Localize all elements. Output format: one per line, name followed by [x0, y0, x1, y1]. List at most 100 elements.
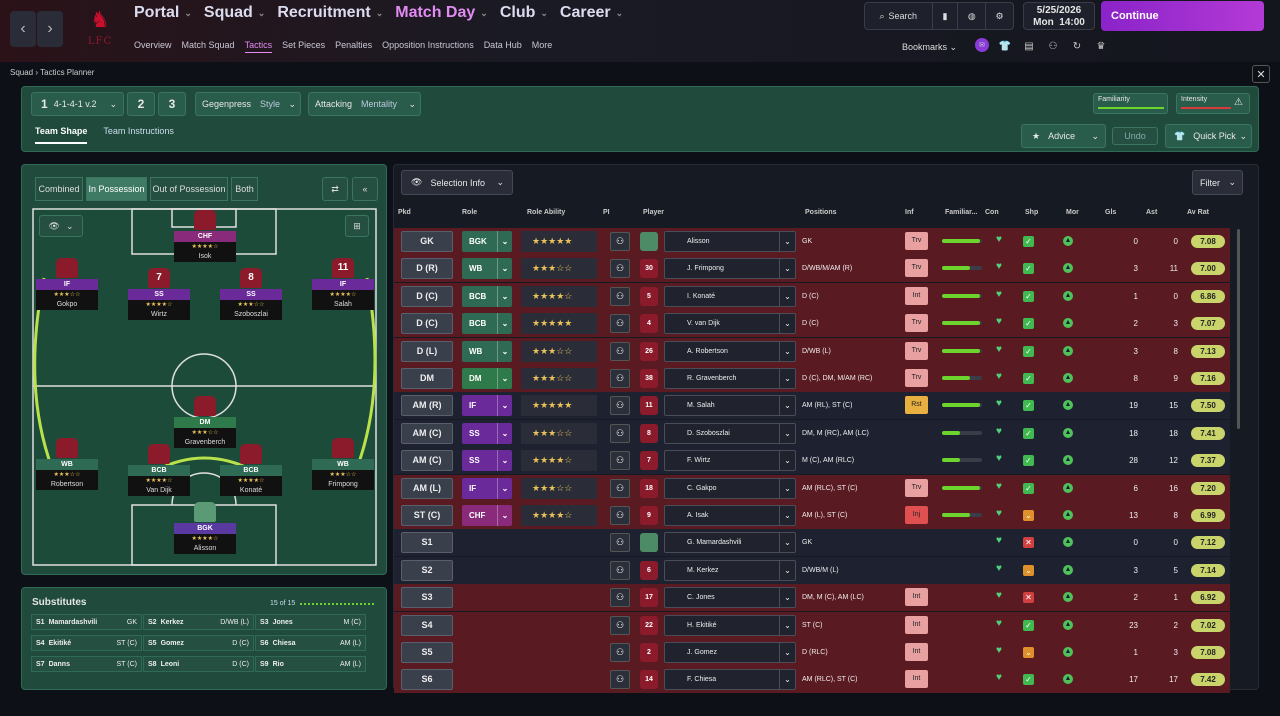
subnav-match-squad[interactable]: Match Squad	[181, 40, 235, 50]
player-instructions-button[interactable]: ⚇	[610, 615, 630, 635]
picked-position-button[interactable]: AM (L)	[401, 477, 453, 499]
nav-club[interactable]: Club ⌄	[500, 4, 548, 22]
player-instructions-button[interactable]: ⚇	[610, 423, 630, 443]
sub-slot-s9[interactable]: S9 Rio AM (L)	[255, 656, 366, 672]
table-row[interactable]: D (C) BCB ⌄ ★★★★☆ ⚇ 5 I. Konaté ⌄ D (C) Int ♥ ✓ ▲ 1 0 6…	[394, 282, 1230, 310]
player-instructions-button[interactable]: ⚇	[610, 533, 630, 553]
pitch-player-isok[interactable]: CHF ★★★★☆ Isok	[174, 210, 236, 262]
mentality-dropdown[interactable]: Attacking Mentality ⌄	[308, 92, 421, 116]
formation-tools-button[interactable]: ⊞	[345, 215, 369, 237]
role-dropdown[interactable]: BCB ⌄	[462, 285, 512, 307]
familiarity-meter[interactable]: Familiarity	[1093, 93, 1168, 114]
search-button[interactable]: ⌕ Search	[865, 3, 933, 29]
player-select[interactable]: F. Wirtz ⌄	[664, 450, 796, 472]
column-header[interactable]: Av Rat	[1187, 209, 1209, 216]
globe-button[interactable]: ◍	[958, 3, 987, 29]
column-header[interactable]: Inf	[905, 209, 914, 216]
column-header[interactable]: Mor	[1066, 209, 1079, 216]
picked-position-button[interactable]: ST (C)	[401, 505, 453, 526]
role-dropdown[interactable]: SS ⌄	[462, 450, 512, 472]
settings-button[interactable]: ⚙	[986, 3, 1013, 29]
player-instructions-button[interactable]: ⚇	[610, 478, 630, 498]
table-row[interactable]: S5 ⚇ 2 J. Gomez ⌄ D (RLC) Int ♥ ⌄ ▲ 1 3 7.08	[394, 639, 1230, 666]
table-row[interactable]: ST (C) CHF ⌄ ★★★★☆ ⚇ 9 A. Isak ⌄ AM (L), ST (C) I…	[394, 502, 1230, 529]
player-select[interactable]: M. Kerkez ⌄	[664, 559, 796, 581]
nav-match-day[interactable]: Match Day ⌄	[395, 4, 488, 22]
table-row[interactable]: GK BGK ⌄ ★★★★★ ⚇ Alisson ⌄ GK Trv ♥ ✓ ▲ 0 0 7.08	[394, 228, 1230, 255]
inbox-icon[interactable]: ✉	[975, 38, 989, 52]
role-dropdown[interactable]: SS ⌄	[462, 422, 512, 444]
tactic-slot-2[interactable]: 2	[127, 92, 155, 116]
table-row[interactable]: S1 ⚇ G. Mamardashvili ⌄ GK ♥ ✕ ▲ 0 0 7.12	[394, 529, 1230, 557]
player-instructions-button[interactable]: ⚇	[610, 506, 630, 525]
player-instructions-button[interactable]: ⚇	[610, 286, 630, 306]
nav-career[interactable]: Career ⌄	[560, 4, 623, 22]
collapse-button[interactable]: «	[352, 177, 378, 201]
column-header[interactable]: Familiar...	[945, 209, 978, 216]
role-dropdown[interactable]: CHF ⌄	[462, 505, 512, 526]
role-dropdown[interactable]: DM ⌄	[462, 368, 512, 389]
pitch-player-van-dijk[interactable]: BCB ★★★★☆ Van Dijk	[128, 444, 190, 496]
pitch-player-alisson[interactable]: BGK ★★★★☆ Alisson	[174, 502, 236, 554]
table-row[interactable]: S4 ⚇ 22 H. Ekitiké ⌄ ST (C) Int ♥ ✓ ▲ 23 2 7.02	[394, 611, 1230, 639]
player-select[interactable]: F. Chiesa ⌄	[664, 669, 796, 691]
tactic-slot-3[interactable]: 3	[158, 92, 186, 116]
club-crest[interactable]: ♞ LFC	[78, 6, 122, 56]
role-dropdown[interactable]: BCB ⌄	[462, 313, 512, 335]
game-date[interactable]: 5/25/2026 Mon 14:00	[1023, 2, 1095, 30]
role-dropdown[interactable]: WB ⌄	[462, 258, 512, 280]
trophy-icon[interactable]: ♛	[1096, 40, 1106, 52]
picked-position-button[interactable]: S2	[401, 559, 453, 581]
player-instructions-button[interactable]: ⚇	[610, 670, 630, 690]
column-header[interactable]: Shp	[1025, 209, 1039, 216]
table-scrollbar[interactable]	[1237, 229, 1240, 429]
role-dropdown[interactable]: IF ⌄	[462, 477, 512, 499]
player-instructions-button[interactable]: ⚇	[610, 396, 630, 416]
picked-position-button[interactable]: AM (R)	[401, 395, 453, 417]
pitch-player-wirtz[interactable]: 7 SS ★★★★☆ Wirtz	[128, 268, 190, 320]
player-select[interactable]: G. Mamardashvili ⌄	[664, 532, 796, 554]
player-select[interactable]: C. Gakpo ⌄	[664, 477, 796, 499]
player-instructions-button[interactable]: ⚇	[610, 341, 630, 361]
pitch-player-gokpo[interactable]: IF ★★★☆☆ Gokpo	[36, 258, 98, 310]
player-instructions-button[interactable]: ⚇	[610, 369, 630, 388]
picked-position-button[interactable]: AM (C)	[401, 450, 453, 472]
player-instructions-button[interactable]: ⚇	[610, 451, 630, 471]
table-row[interactable]: S6 ⚇ 14 F. Chiesa ⌄ AM (RLC), ST (C) Int ♥ ✓ ▲ 17 1…	[394, 666, 1230, 694]
column-header[interactable]: Role	[462, 209, 478, 216]
player-instructions-button[interactable]: ⚇	[610, 643, 630, 662]
pitch-player-robertson[interactable]: WB ★★★☆☆ Robertson	[36, 438, 98, 490]
undo-button[interactable]: Undo	[1112, 127, 1158, 145]
player-select[interactable]: J. Gomez ⌄	[664, 642, 796, 663]
selection-info-dropdown[interactable]: 👁 Selection Info ⌄	[401, 170, 513, 195]
role-dropdown[interactable]: IF ⌄	[462, 395, 512, 417]
table-row[interactable]: AM (L) IF ⌄ ★★★☆☆ ⚇ 18 C. Gakpo ⌄ AM (RLC), ST (…	[394, 474, 1230, 502]
refresh-icon[interactable]: ↻	[1072, 40, 1082, 52]
sub-slot-s6[interactable]: S6 Chiesa AM (L)	[255, 635, 366, 651]
player-select[interactable]: M. Salah ⌄	[664, 395, 796, 417]
picked-position-button[interactable]: S4	[401, 614, 453, 636]
advice-button[interactable]: ★ Advice ⌄	[1021, 124, 1106, 148]
player-select[interactable]: H. Ekitiké ⌄	[664, 614, 796, 636]
column-header[interactable]: Pkd	[398, 209, 411, 216]
column-header[interactable]: Gls	[1105, 209, 1117, 216]
subnav-penalties[interactable]: Penalties	[335, 40, 373, 50]
sub-slot-s7[interactable]: S7 Danns ST (C)	[31, 656, 142, 672]
staff-icon[interactable]: ⚇	[1048, 40, 1058, 52]
player-instructions-button[interactable]: ⚇	[610, 259, 630, 279]
player-select[interactable]: V. van Dijk ⌄	[664, 313, 796, 335]
subnav-tactics[interactable]: Tactics	[244, 40, 273, 53]
nav-portal[interactable]: Portal ⌄	[134, 4, 192, 22]
column-header[interactable]: Ast	[1146, 209, 1158, 216]
role-dropdown[interactable]: BGK ⌄	[462, 231, 512, 252]
view-toggle[interactable]: 👁 ⌄	[39, 215, 83, 237]
swap-button[interactable]: ⇄	[322, 177, 348, 201]
bookmarks-menu[interactable]: Bookmarks ⌄	[902, 42, 957, 53]
notes-icon[interactable]: ▤	[1024, 40, 1034, 52]
filter-both[interactable]: Both	[231, 177, 258, 201]
table-row[interactable]: D (R) WB ⌄ ★★★☆☆ ⚇ 30 J. Frimpong ⌄ D/WB/M/AM (R…	[394, 255, 1230, 283]
picked-position-button[interactable]: GK	[401, 231, 453, 252]
table-row[interactable]: AM (C) SS ⌄ ★★★☆☆ ⚇ 8 D. Szoboszlai ⌄ DM, M (RC)…	[394, 419, 1230, 447]
picked-position-button[interactable]: AM (C)	[401, 422, 453, 444]
picked-position-button[interactable]: S6	[401, 669, 453, 691]
